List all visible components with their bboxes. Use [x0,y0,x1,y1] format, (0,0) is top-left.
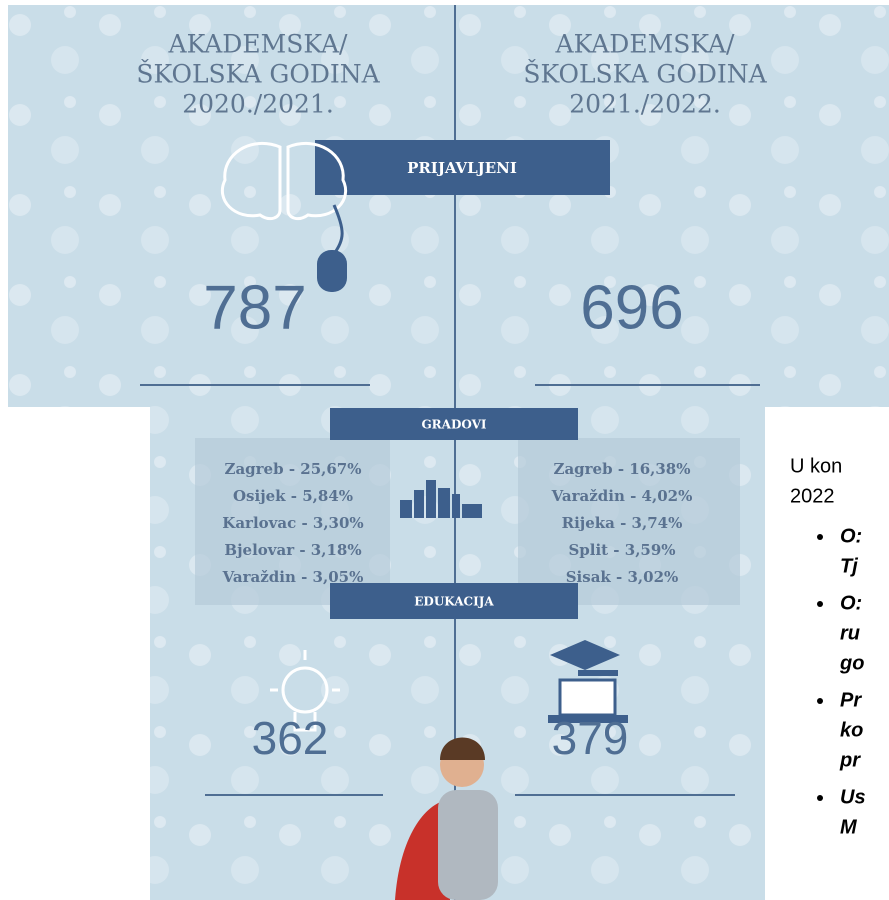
bullet-text: M [840,816,858,838]
banner [315,140,610,195]
rules [140,384,760,796]
woman-figure [395,737,498,900]
mouse-icon [317,250,347,292]
bullet-text: O: [840,592,862,614]
bullet-text: Pr [840,689,862,711]
banner-label: GRADOVI [421,418,486,432]
cities-box [518,438,740,605]
intro-text: U kon [790,455,842,477]
banner-label: PRIJAVLJENI [407,159,517,177]
registered-count: 696 [580,273,683,342]
bullet [817,534,823,540]
bullet-text: Us [840,786,866,808]
year-heading: 2020./2021. [182,90,334,119]
city-share: Varaždin - 4,02% [551,487,693,505]
banner [330,408,578,440]
bullet [817,698,823,704]
city-share: Karlovac - 3,30% [222,514,363,532]
year-heading: AKADEMSKA/ [168,30,349,59]
banner [330,583,578,619]
bullet-text: ru [840,622,860,644]
year-heading: AKADEMSKA/ [555,30,736,59]
laptop-icon [548,640,628,723]
city-share: Varaždin - 3,05% [222,568,364,586]
bullet-text: O: [840,525,862,547]
year-heading: 2021./2022. [569,90,721,119]
bullet [817,601,823,607]
bullet-text: ko [840,719,863,741]
city-share: Zagreb - 16,38% [554,460,691,478]
bullet-text: go [839,652,864,674]
city-share: Rijeka - 3,74% [562,514,683,532]
cities-box [195,438,390,605]
city-share: Bjelovar - 3,18% [224,541,361,559]
registered-count: 787 [203,273,306,342]
bullet-text: Tj [840,555,858,577]
city-share: Zagreb - 25,67% [225,460,362,478]
banner-label: EDUKACIJA [414,595,494,609]
year-heading: ŠKOLSKA GODINA [136,60,380,89]
bullet-text: pr [839,749,861,771]
bullet [817,795,823,801]
skyline-icon [400,480,482,518]
education-count: 362 [252,712,329,764]
city-share: Osijek - 5,84% [233,487,353,505]
bulb-icon [270,650,340,732]
city-share: Sisak - 3,02% [566,568,679,586]
top-panel [8,5,889,407]
year-heading: ŠKOLSKA GODINA [523,60,767,89]
education-count: 379 [552,712,629,764]
city-share: Split - 3,59% [568,541,675,559]
intro-text: 2022 [790,485,835,507]
